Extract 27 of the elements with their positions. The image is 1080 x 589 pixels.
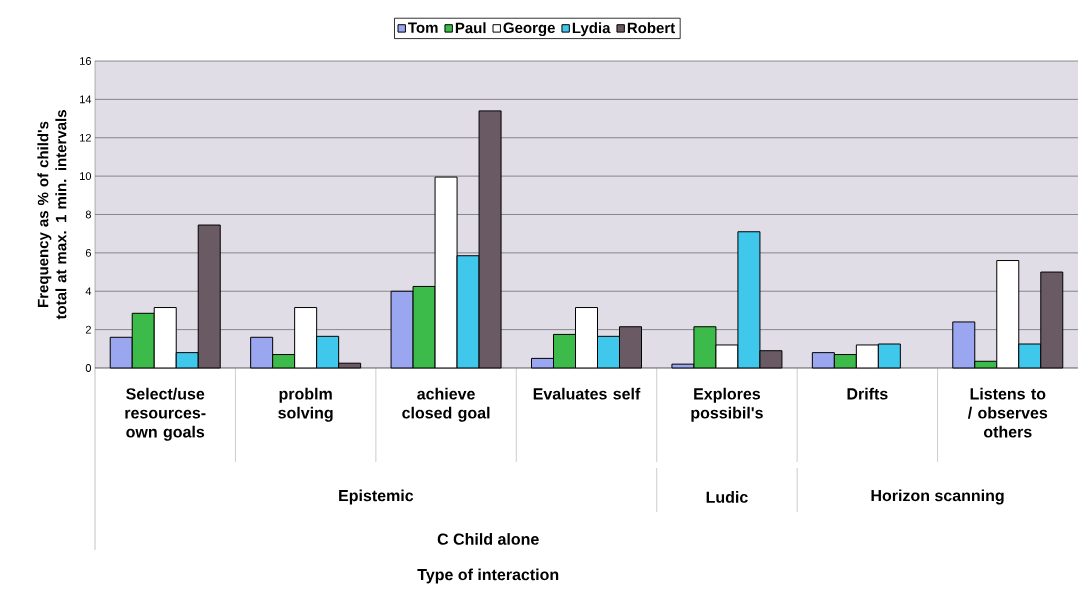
y-axis-title: Frequency as % of child's total at max. 1 min. intervals (37, 110, 67, 320)
y-tick-label: 2 (85, 325, 91, 334)
y-tick-label: 4 (85, 287, 92, 296)
legend-label: Lydia (572, 22, 611, 37)
y-tick-label: 0 (85, 364, 92, 372)
x-tick-label: problm solving (278, 387, 333, 422)
x-tick-label: Listens to / observes others (967, 387, 1048, 438)
y-tick-label: 16 (80, 57, 91, 65)
text: Horizon scanning (871, 489, 1004, 505)
y-tick-label: 8 (85, 210, 91, 219)
text: Ludic (706, 491, 748, 503)
x-tick-label: Evaluates self (533, 387, 641, 400)
x-tick-label: achieve closed goal (402, 387, 490, 422)
y-tick-label: 12 (80, 133, 91, 142)
x-tick-label: Drifts (847, 387, 888, 400)
legend-label: Paul (455, 22, 486, 34)
y-tick-label: 10 (80, 172, 92, 181)
x-tick-label: Select/use resources-own goals (125, 387, 206, 441)
text: C Child alone (437, 533, 539, 545)
x-tick-label: Explores possibil's (691, 387, 763, 422)
text: Type of interaction (417, 568, 559, 584)
legend-label: Robert (627, 22, 675, 34)
legend-label: Tom (408, 22, 438, 33)
legend-label: George (503, 22, 555, 37)
y-tick-label: 14 (80, 95, 92, 104)
y-tick-label: 6 (85, 248, 91, 257)
text: Epistemic (339, 489, 414, 505)
